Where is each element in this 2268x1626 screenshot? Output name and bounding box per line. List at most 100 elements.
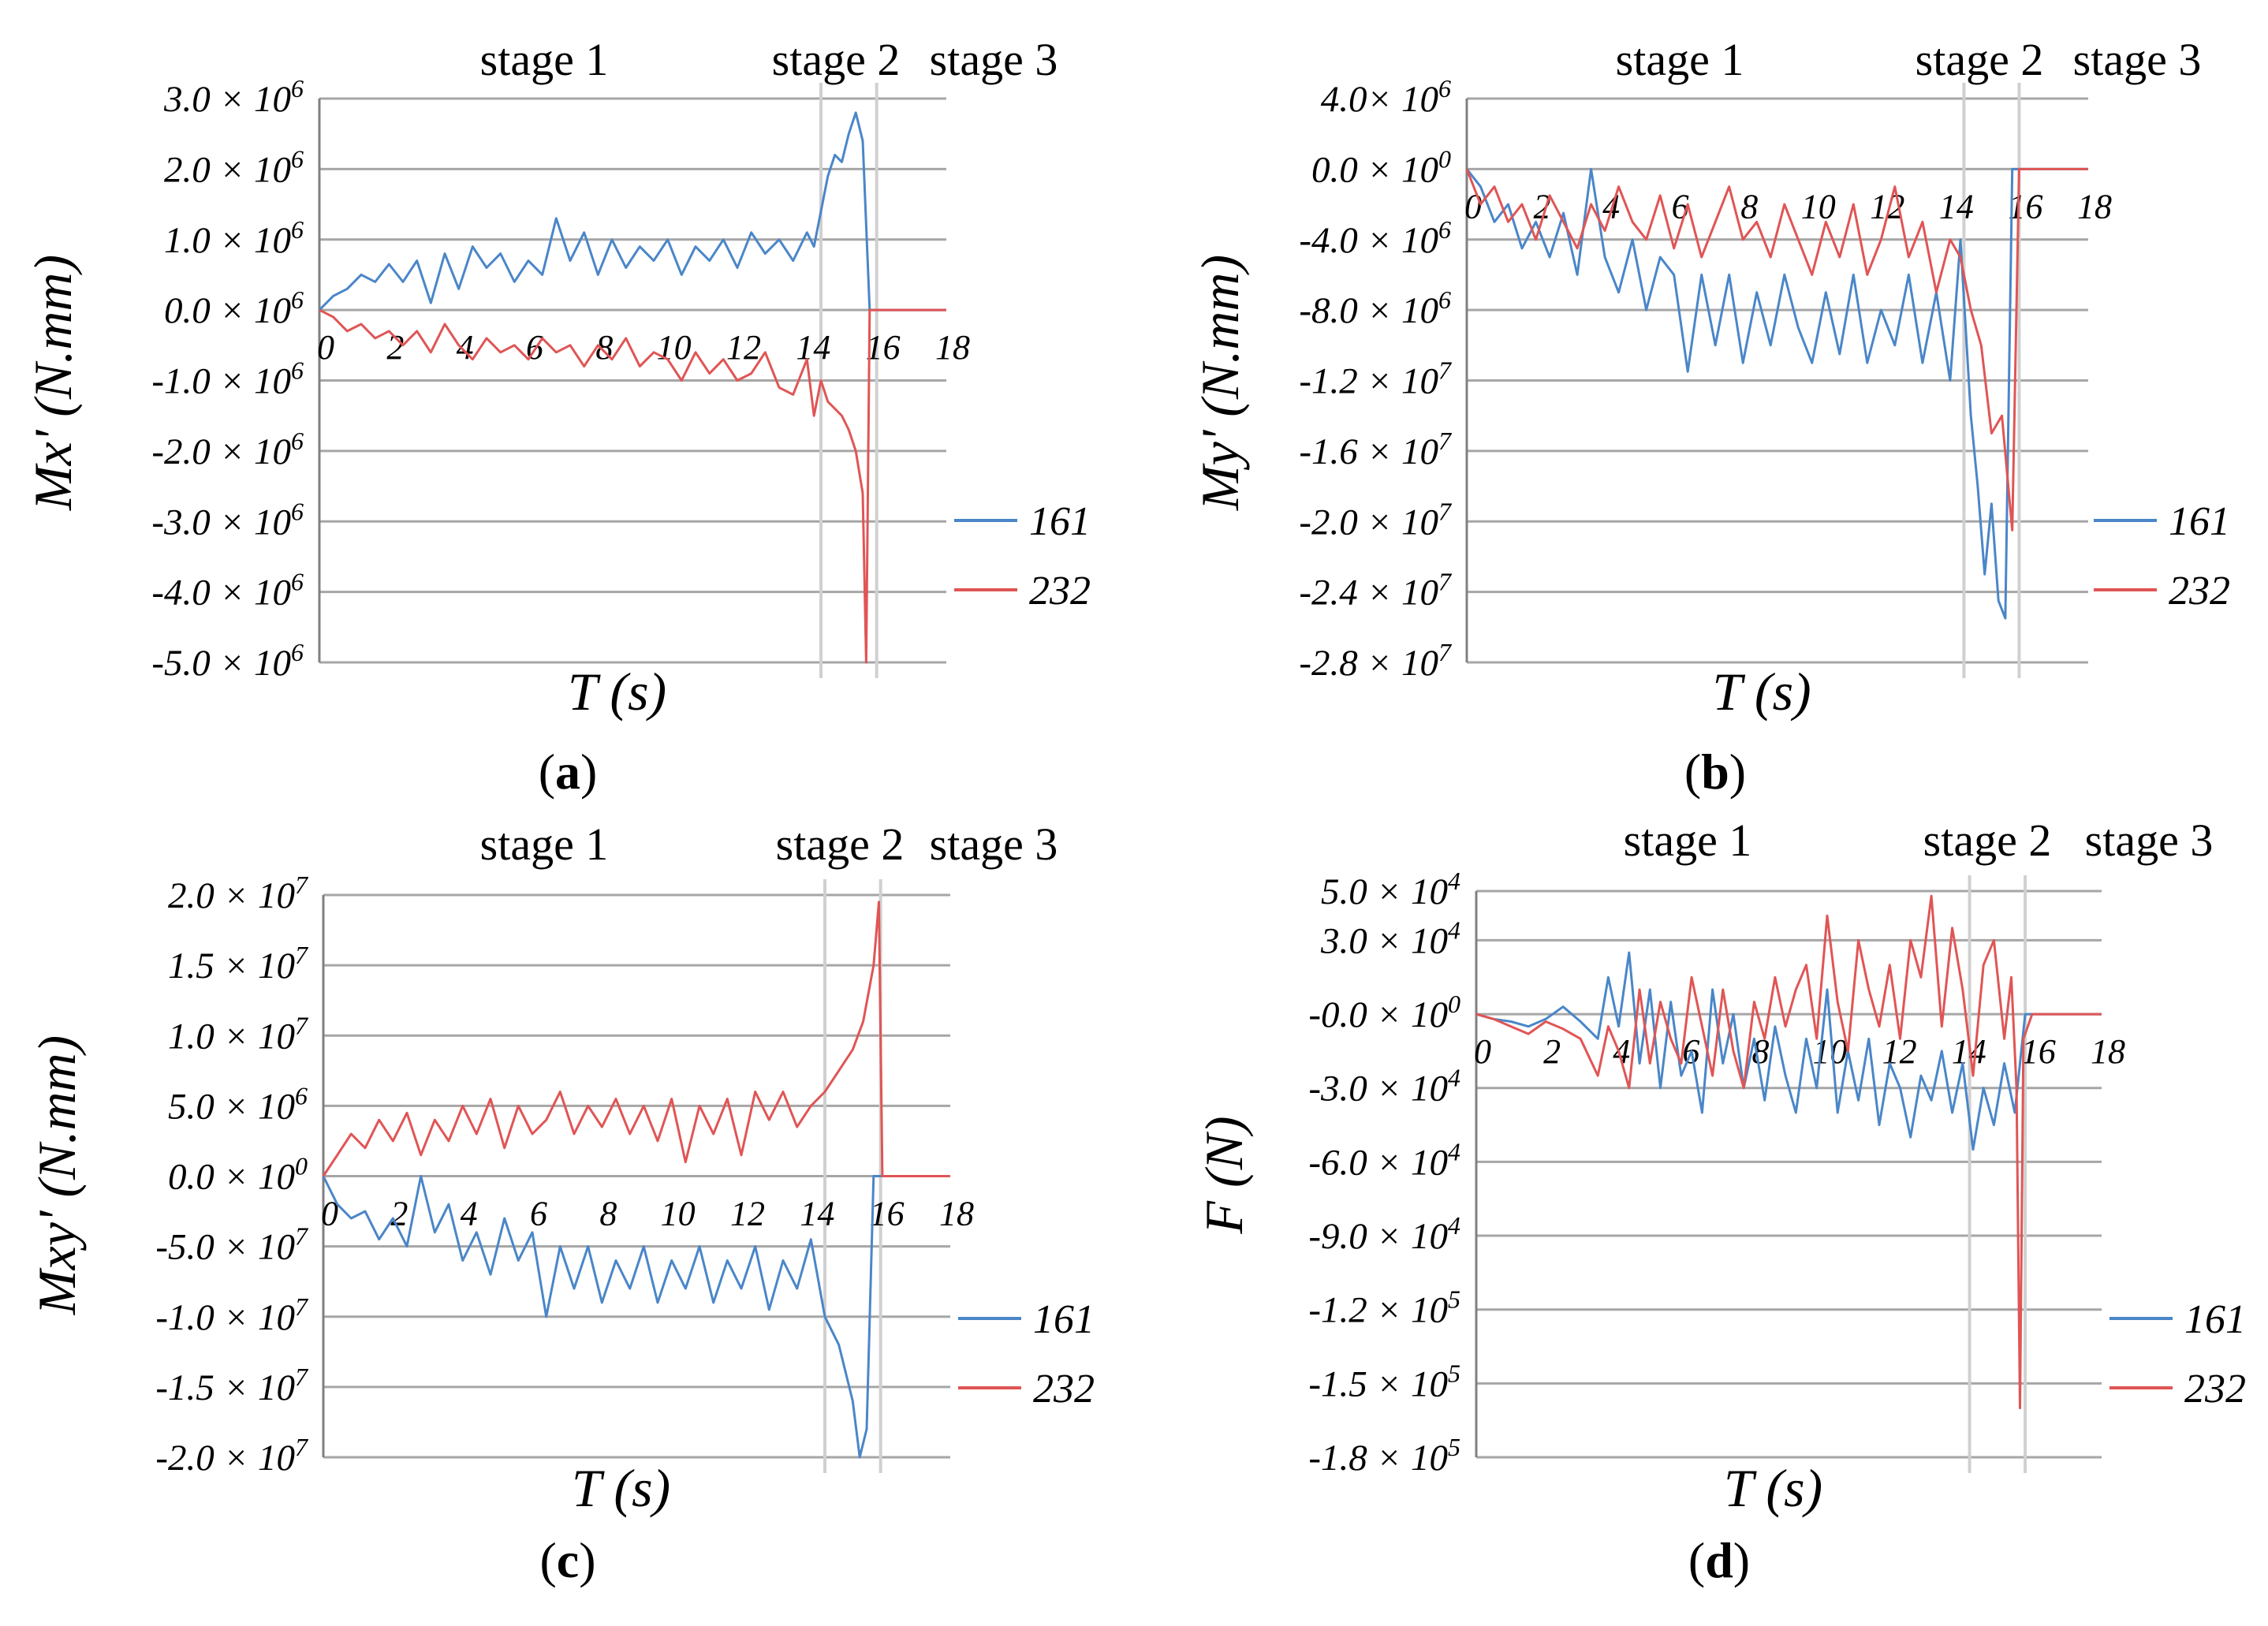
panel-label: (c) (539, 1532, 595, 1588)
stage-label: stage 3 (2085, 815, 2214, 866)
x-tick-label: 14 (796, 328, 830, 367)
y-tick-label: 0.0 × 100 (168, 1152, 308, 1198)
x-tick-label: 16 (2008, 187, 2042, 226)
panel-label: (b) (1684, 744, 1746, 800)
x-tick-label: 12 (730, 1195, 765, 1233)
x-tick-label: 6 (526, 328, 543, 367)
legend-label-161: 161 (1029, 499, 1091, 544)
x-tick-label: 2 (1534, 187, 1551, 226)
legend-label-232: 232 (1029, 569, 1091, 613)
y-tick-label: -1.5 × 107 (155, 1363, 309, 1408)
y-tick-label: 4.0× 106 (1321, 74, 1451, 120)
panel-label: (a) (539, 744, 598, 800)
y-tick-label: 5.0 × 106 (168, 1081, 308, 1127)
y-axis-title: My' (N.mm) (1190, 255, 1250, 511)
x-tick-label: 4 (1613, 1032, 1630, 1071)
legend-label-161: 161 (2169, 499, 2230, 544)
x-axis-title: T (s) (572, 1458, 670, 1518)
x-tick-label: 14 (800, 1195, 834, 1233)
x-tick-label: 10 (661, 1195, 696, 1233)
stage-label: stage 2 (772, 34, 901, 85)
y-tick-label: -5.0 × 107 (155, 1222, 309, 1268)
x-tick-label: 8 (595, 328, 613, 367)
y-tick-label: -6.0 × 104 (1308, 1137, 1460, 1183)
x-tick-label: 2 (386, 328, 404, 367)
y-tick-label: -1.2 × 105 (1308, 1285, 1460, 1331)
x-tick-label: 18 (2091, 1032, 2125, 1071)
x-tick-label: 8 (1740, 187, 1758, 226)
y-tick-label: -1.5 × 105 (1308, 1359, 1460, 1404)
y-tick-label: 3.0 × 106 (163, 74, 304, 120)
stage-label: stage 3 (930, 819, 1058, 870)
y-tick-label: -5.0 × 106 (151, 638, 304, 684)
series-line-232 (322, 901, 950, 1177)
panel-b: 4.0× 106 0.0 × 100 -4.0 × 106 -8.0 × 106 -1.… (1190, 34, 2230, 800)
y-axis-title: Mx' (N.mm) (23, 255, 83, 511)
y-axis-title: Mxy' (N.mm) (27, 1035, 87, 1315)
x-tick-label: 18 (939, 1195, 974, 1233)
y-tick-label: -3.0 × 106 (151, 497, 304, 543)
panel-a: 3.0 × 106 2.0 × 106 1.0 × 106 0.0 × 106 -1.0… (23, 34, 1091, 800)
x-tick-label: 10 (1801, 187, 1836, 226)
x-tick-label: 16 (866, 328, 901, 367)
y-tick-label: -2.0 × 107 (155, 1433, 309, 1479)
y-tick-label: 0.0 × 100 (1311, 144, 1451, 190)
y-tick-label: -2.4 × 107 (1299, 568, 1453, 613)
y-tick-label: -1.2 × 107 (1299, 356, 1453, 402)
y-tick-label: -2.8 × 107 (1299, 638, 1453, 684)
panel-c: 2.0 × 107 1.5 × 107 1.0 × 107 5.0 × 106 0.0 … (27, 819, 1095, 1588)
x-tick-label: 0 (321, 1195, 338, 1233)
series-line-232 (1475, 894, 2102, 1410)
x-tick-label: 18 (2077, 187, 2112, 226)
y-tick-label: 1.0 × 107 (168, 1011, 309, 1057)
x-tick-label: 0 (1464, 187, 1482, 226)
legend-label-232: 232 (2169, 569, 2230, 613)
y-tick-label: 2.0 × 106 (164, 144, 304, 190)
y-tick-label: -9.0 × 104 (1308, 1211, 1460, 1257)
x-tick-label: 12 (726, 328, 761, 367)
x-tick-label: 18 (935, 328, 970, 367)
x-tick-label: 0 (317, 328, 334, 367)
series-line-232 (1465, 167, 2088, 531)
stage-label: stage 1 (1624, 815, 1752, 866)
x-axis-title: T (s) (568, 662, 666, 722)
y-tick-label: 0.0 × 106 (164, 285, 304, 331)
series-line-232 (319, 308, 946, 664)
stage-label: stage 1 (480, 34, 609, 85)
x-tick-label: 0 (1474, 1032, 1491, 1071)
legend-label-161: 161 (1033, 1297, 1095, 1342)
x-tick-label: 16 (2021, 1032, 2056, 1071)
y-tick-label: 5.0 × 104 (1321, 867, 1460, 912)
legend-label-232: 232 (2184, 1367, 2246, 1412)
series-line-161 (318, 111, 946, 311)
x-axis-title: T (s) (1724, 1458, 1822, 1518)
y-tick-label: -1.6 × 107 (1299, 427, 1453, 472)
y-tick-label: -4.0 × 106 (151, 568, 304, 613)
panel-label: (d) (1688, 1532, 1750, 1588)
y-tick-label: -0.0 × 100 (1308, 990, 1460, 1035)
x-tick-label: 4 (457, 328, 474, 367)
legend-label-232: 232 (1033, 1367, 1095, 1412)
stage-label: stage 2 (1923, 815, 2052, 866)
stage-label: stage 3 (2073, 34, 2202, 85)
y-tick-label: -4.0 × 106 (1299, 215, 1451, 261)
x-tick-label: 6 (530, 1195, 547, 1233)
x-tick-label: 10 (657, 328, 692, 367)
y-tick-label: 1.0 × 106 (164, 215, 304, 261)
x-tick-label: 16 (870, 1195, 905, 1233)
y-tick-label: 3.0 × 104 (1320, 916, 1460, 961)
x-axis-title: T (s) (1712, 662, 1811, 722)
stage-label: stage 3 (930, 34, 1058, 85)
y-axis-title: F (N) (1194, 1116, 1254, 1234)
x-tick-label: 2 (1543, 1032, 1561, 1071)
series-line-161 (1465, 167, 2088, 620)
y-tick-label: -1.0 × 107 (155, 1292, 309, 1338)
x-tick-label: 2 (390, 1195, 408, 1233)
y-tick-label: 2.0 × 107 (168, 871, 309, 916)
stage-label: stage 2 (776, 819, 905, 870)
stage-label: stage 2 (1915, 34, 2044, 85)
y-tick-label: -2.0 × 106 (151, 427, 304, 472)
y-tick-label: -2.0 × 107 (1299, 497, 1453, 543)
